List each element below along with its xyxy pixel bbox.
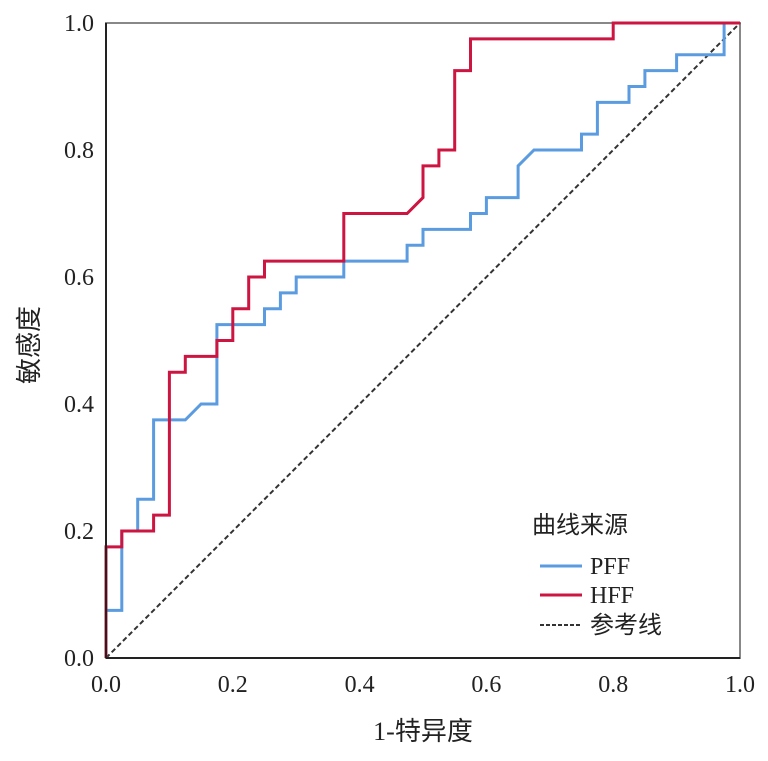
x-tick-label: 0.6 — [471, 672, 501, 698]
y-tick-label: 1.0 — [64, 11, 94, 37]
x-tick-label: 0.0 — [91, 672, 121, 698]
legend: 曲线来源 PFF HFF 参考线 — [532, 512, 662, 639]
x-tick-label: 1.0 — [725, 672, 755, 698]
series-line-hff — [104, 21, 740, 658]
series-line-reference — [105, 22, 741, 659]
y-tick-label: 0.8 — [64, 138, 94, 164]
legend-label-pff: PFF — [590, 554, 630, 580]
series-line-pff — [104, 21, 740, 658]
legend-label-hff: HFF — [590, 583, 634, 609]
y-tick-label: 0.0 — [64, 646, 94, 672]
series-layer — [104, 21, 741, 659]
y-tick-label: 0.4 — [64, 392, 94, 418]
legend-title: 曲线来源 — [532, 512, 628, 539]
ticks-layer: 0.0 0.2 0.4 0.6 0.8 1.0 0.0 0.2 0.4 0.6 … — [64, 11, 755, 698]
x-axis-title: 1-特异度 — [373, 717, 473, 746]
legend-label-reference: 参考线 — [590, 612, 662, 639]
x-tick-label: 0.4 — [345, 672, 375, 698]
y-tick-label: 0.6 — [64, 265, 94, 291]
y-tick-label: 0.2 — [64, 519, 94, 545]
y-axis-title: 敏感度 — [15, 306, 44, 384]
x-tick-label: 0.8 — [598, 672, 628, 698]
x-tick-label: 0.2 — [218, 672, 248, 698]
